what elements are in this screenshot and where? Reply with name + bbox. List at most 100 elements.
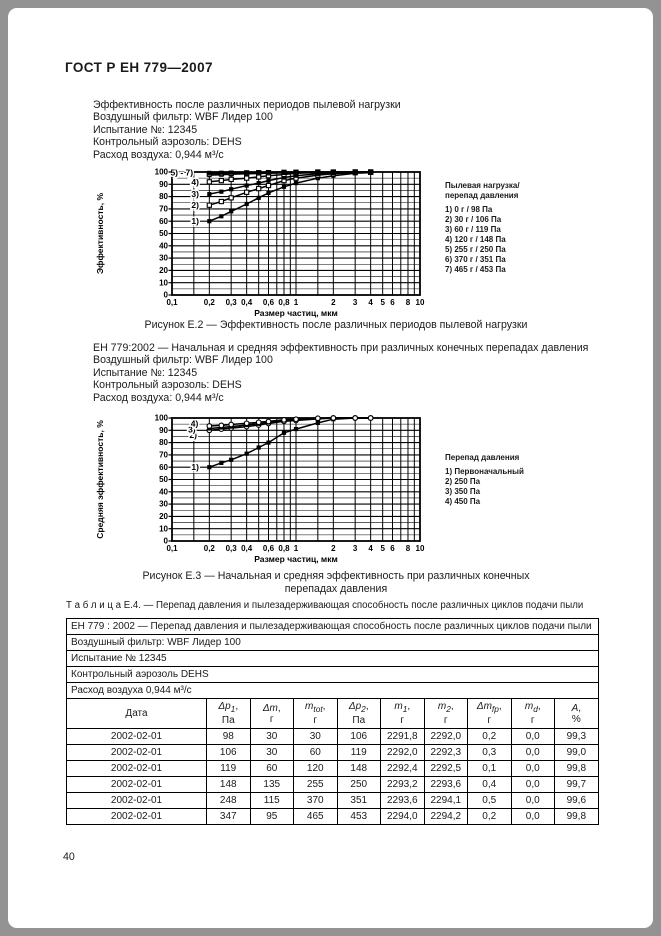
svg-text:5: 5 (380, 544, 385, 553)
svg-text:10: 10 (159, 524, 168, 533)
legend-item: 1) Первоначальный (445, 467, 524, 476)
table-row: 2002-02-01 148 135 255 250 2293,2 2293,6 0,4 0,0… (66, 776, 599, 793)
table-cell: 119 (206, 760, 251, 777)
document-page: ГОСТ Р ЕН 779—2007 Эффективность после р… (8, 8, 653, 928)
table-header-cell: Δm, г (249, 698, 294, 729)
legend-items: 1) Первоначальный 2) 250 Па 3) 350 Па 4) 45… (445, 467, 615, 507)
table-cell: 119 (336, 744, 381, 761)
table-header-cell: Δp2, Па (336, 698, 381, 729)
figure-e3-caption: Рисунок Е.3 — Начальная и средняя эффект… (66, 570, 606, 596)
table-cell: 99,0 (554, 744, 599, 761)
figure-e3-legend: Перепад давления 1) Первоначальный 2) 250 … (445, 406, 615, 507)
svg-text:6: 6 (390, 298, 395, 307)
table-cell: 453 (336, 808, 381, 825)
table-e4: ЕН 779 : 2002 — Перепад давления и пылез… (66, 618, 599, 825)
figure-e2-caption: Рисунок Е.2 — Эффективность после различ… (144, 319, 528, 331)
svg-text:1: 1 (294, 544, 299, 553)
svg-text:0: 0 (164, 291, 169, 300)
table-e4-title: Т а б л и ц а Е.4. — Перепад давления и … (66, 600, 584, 611)
table-preamble-row: Контрольный аэрозоль DEHS (66, 666, 599, 683)
page-number: 40 (63, 851, 75, 863)
svg-text:Размер частиц, мкм: Размер частиц, мкм (254, 308, 338, 318)
table-cell: 0,0 (510, 792, 555, 809)
table-row: 2002-02-01 347 95 465 453 2294,0 2294,2 0,2 0,0 9… (66, 808, 599, 825)
svg-text:8: 8 (406, 544, 411, 553)
svg-text:1): 1) (191, 216, 199, 226)
svg-text:4): 4) (191, 177, 199, 187)
legend-item: 5) 255 г / 250 Па (445, 245, 506, 254)
svg-text:3: 3 (353, 298, 358, 307)
svg-text:80: 80 (159, 192, 168, 201)
info-line: Воздушный фильтр: WBF Лидер 100 (93, 354, 273, 367)
svg-text:4: 4 (368, 544, 373, 553)
table-header-cell: m1, г (380, 698, 425, 729)
svg-text:5: 5 (380, 298, 385, 307)
svg-text:0,8: 0,8 (278, 544, 290, 553)
table-cell: 2002-02-01 (66, 760, 207, 777)
svg-text:60: 60 (159, 217, 168, 226)
svg-text:70: 70 (159, 451, 168, 460)
figure-e2-chart: 1) 2)3) 4)5) - 7) 0,1 0,2 0,3 0,4 0,6 0,8 1 2 3 4 5 6 8… (95, 166, 425, 318)
legend-title: Пылевая нагрузка/ (445, 181, 520, 190)
svg-text:100: 100 (155, 168, 169, 177)
table-cell: 99,8 (554, 808, 599, 825)
table-cell: 2292,4 (380, 760, 425, 777)
svg-text:10: 10 (416, 544, 425, 553)
table-preamble-cell: ЕН 779 : 2002 — Перепад давления и пылез… (66, 618, 599, 635)
figure-e2-legend: Пылевая нагрузка/перепад давления 1) 0 г … (445, 160, 615, 275)
svg-text:2: 2 (331, 544, 336, 553)
svg-text:0,3: 0,3 (226, 298, 238, 307)
table-cell: 2002-02-01 (66, 744, 207, 761)
figure-e3-caption-line2: перепадах давления (284, 583, 388, 595)
info-line: Расход воздуха: 0,944 м³/с (93, 391, 224, 404)
table-cell: 0,3 (467, 744, 512, 761)
table-e4-wrap: ЕН 779 : 2002 — Перепад давления и пылез… (66, 618, 599, 825)
info-line: ЕН 779:2002 — Начальная и средняя эффект… (93, 342, 589, 354)
test-info-block-e2: Эффективность после различных периодов п… (93, 99, 401, 161)
svg-text:90: 90 (159, 426, 168, 435)
svg-text:0,2: 0,2 (204, 544, 216, 553)
table-header-cell: A,% (554, 698, 599, 729)
table-header-cell: md, г (510, 698, 555, 729)
svg-text:5) - 7): 5) - 7) (170, 168, 193, 178)
table-cell: 250 (336, 776, 381, 793)
table-cell: 2292,0 (423, 728, 468, 745)
test-info-block-e3: ЕН 779:2002 — Начальная и средняя эффект… (93, 342, 588, 404)
table-cell: 60 (293, 744, 338, 761)
svg-text:0,4: 0,4 (241, 298, 253, 307)
table-cell: 2002-02-01 (66, 808, 207, 825)
legend-item: 1) 0 г / 98 Па (445, 205, 493, 214)
svg-text:20: 20 (159, 512, 168, 521)
svg-text:20: 20 (159, 266, 168, 275)
svg-text:1): 1) (191, 462, 199, 472)
svg-text:30: 30 (159, 500, 168, 509)
svg-text:0,3: 0,3 (226, 544, 238, 553)
svg-text:80: 80 (159, 438, 168, 447)
table-cell: 99,6 (554, 792, 599, 809)
figure-e2: 1) 2) 3) 4) 5) - 7) 0,1 0,2 0,3 0,4 0,6 0,8 1 2 3 4 5 6 8… (94, 160, 615, 320)
legend-item: 3) 60 г / 119 Па (445, 225, 501, 234)
table-cell: 2292,0 (380, 744, 425, 761)
table-cell: 2291,8 (380, 728, 425, 745)
table-preamble-cell: Воздушный фильтр: WBF Лидер 100 (66, 634, 599, 651)
table-preamble-row: Воздушный фильтр: WBF Лидер 100 (66, 634, 599, 651)
svg-text:2): 2) (189, 430, 197, 440)
legend-item: 4) 120 г / 148 Па (445, 235, 506, 244)
info-line: Контрольный аэрозоль: DEHS (93, 136, 242, 149)
table-cell: 0,2 (467, 808, 512, 825)
legend-title: перепад давления (445, 191, 519, 200)
table-cell: 2293,2 (380, 776, 425, 793)
figure-e3-caption-line1: Рисунок Е.3 — Начальная и средняя эффект… (142, 570, 530, 582)
table-cell: 465 (293, 808, 338, 825)
svg-text:50: 50 (159, 475, 168, 484)
table-cell: 0,0 (510, 808, 555, 825)
table-cell: 99,3 (554, 728, 599, 745)
table-header-cell: mtot, г (293, 698, 338, 729)
table-header-cell: Δp1, Па (206, 698, 251, 729)
legend-item: 2) 250 Па (445, 477, 481, 486)
table-cell: 2292,3 (423, 744, 468, 761)
info-line: Воздушный фильтр: WBF Лидер 100 (93, 111, 273, 124)
table-preamble-row: Испытание № 12345 (66, 650, 599, 667)
info-line: Испытание №: 12345 (93, 366, 198, 379)
table-preamble-cell: Испытание № 12345 (66, 650, 599, 667)
